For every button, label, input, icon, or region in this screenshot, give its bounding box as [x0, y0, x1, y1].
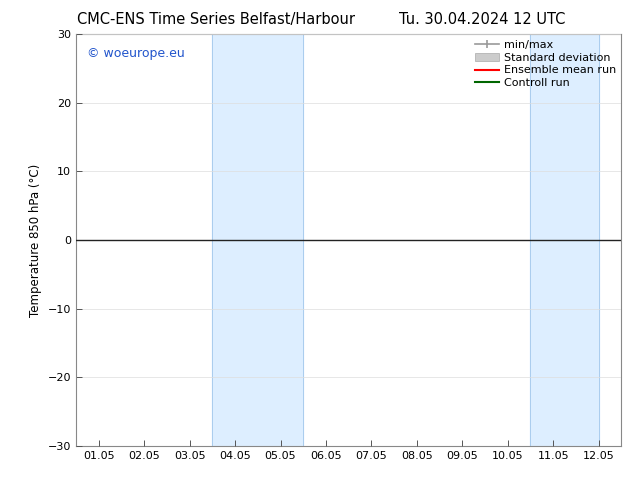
- Text: CMC-ENS Time Series Belfast/Harbour: CMC-ENS Time Series Belfast/Harbour: [77, 12, 354, 27]
- Bar: [531, 34, 598, 446]
- Text: Tu. 30.04.2024 12 UTC: Tu. 30.04.2024 12 UTC: [399, 12, 565, 27]
- Bar: [212, 34, 303, 446]
- Text: © woeurope.eu: © woeurope.eu: [87, 47, 184, 60]
- Y-axis label: Temperature 850 hPa (°C): Temperature 850 hPa (°C): [29, 164, 42, 317]
- Legend: min/max, Standard deviation, Ensemble mean run, Controll run: min/max, Standard deviation, Ensemble me…: [471, 37, 619, 92]
